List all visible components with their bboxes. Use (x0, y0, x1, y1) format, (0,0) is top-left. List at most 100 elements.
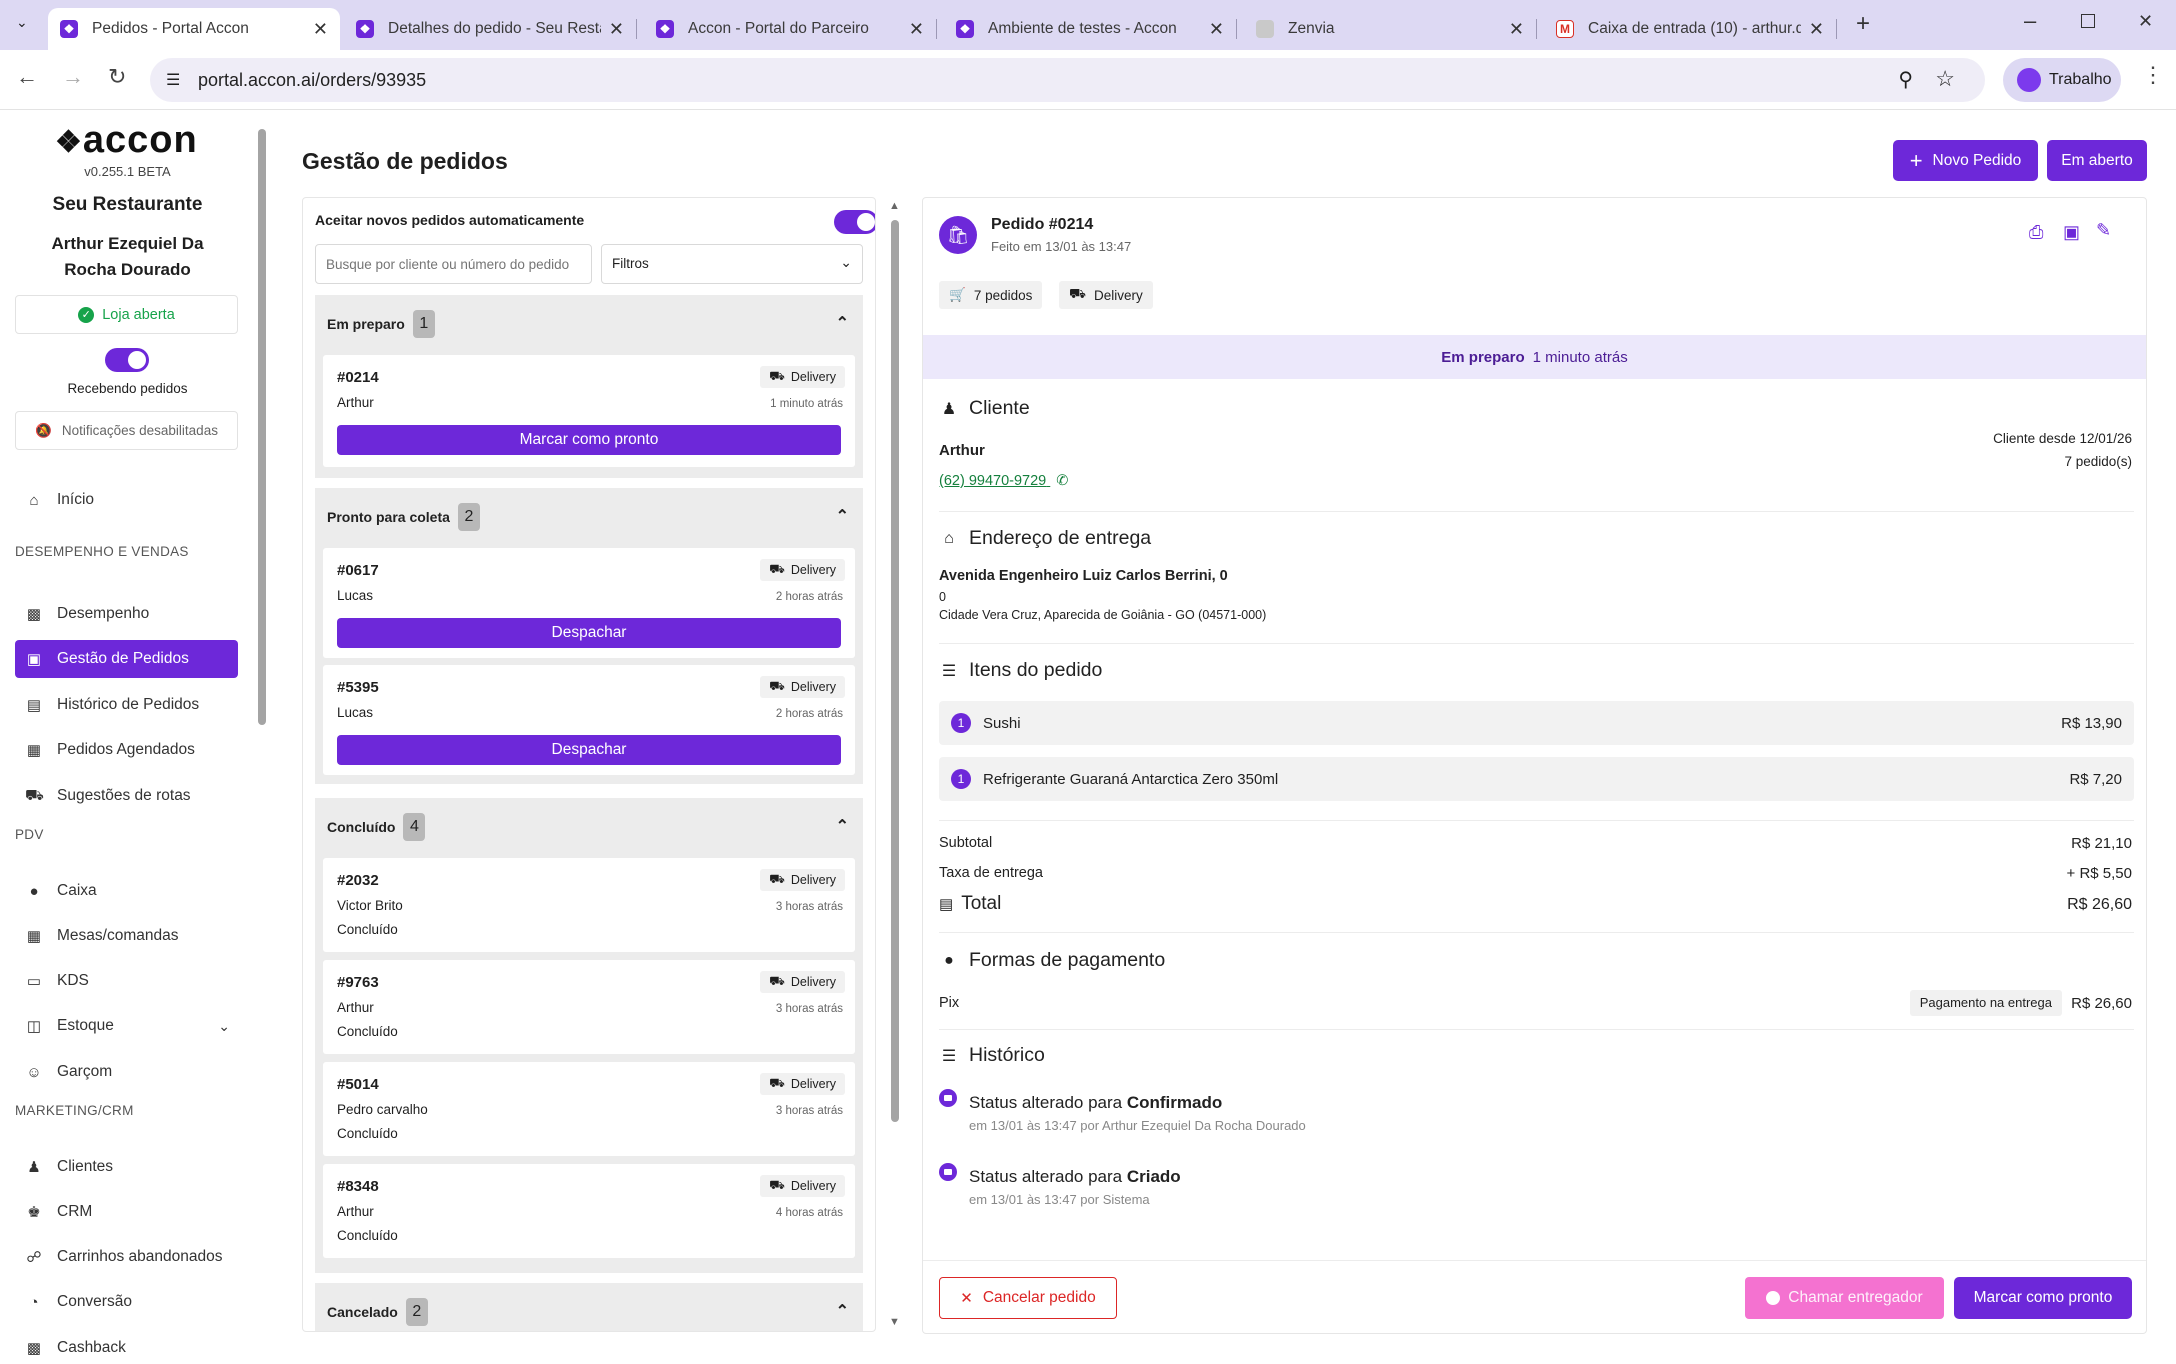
nav-estoque[interactable]: ◫ Estoque ⌄ (26, 1017, 230, 1035)
scroll-up-arrow-icon[interactable]: ▲ (889, 200, 900, 212)
order-card-2032[interactable]: #2032 Victor Brito Concluído ⛟ Delivery 3… (323, 858, 855, 952)
order-card-5014[interactable]: #5014 Pedro carvalho Concluído ⛟ Delivery… (323, 1062, 855, 1156)
close-tab-icon[interactable]: ✕ (608, 18, 624, 39)
total-row: ▤ Total (939, 893, 1001, 915)
minimize-icon[interactable]: – (2024, 8, 2037, 33)
delivery-type-chip: ⛟ Delivery (1059, 281, 1153, 309)
profile-button[interactable]: Trabalho (2003, 58, 2121, 102)
back-icon[interactable]: ← (16, 64, 38, 89)
chevron-up-icon[interactable]: ⌃ (835, 1303, 849, 1320)
close-tab-icon[interactable]: ✕ (1808, 18, 1824, 39)
group-header-preparo[interactable]: Em preparo 1 ⌃ (315, 295, 863, 353)
order-card-0214[interactable]: #0214 Arthur ⛟ Delivery 1 minuto atrás Ma… (323, 355, 855, 467)
nav-rotas[interactable]: ⛟ Sugestões de rotas (25, 786, 191, 805)
open-orders-button[interactable]: Em aberto (2047, 140, 2147, 181)
new-tab-icon[interactable]: + (1856, 10, 1871, 37)
call-driver-button[interactable]: Chamar entregador (1745, 1277, 1944, 1319)
address-line-2: 0 (939, 590, 946, 604)
group-header-concluido[interactable]: Concluído 4 ⌃ (315, 798, 863, 856)
document-icon[interactable]: ▣ (2063, 222, 2081, 242)
zoom-icon[interactable]: ⚲ (1898, 69, 1913, 91)
close-tab-icon[interactable]: ✕ (1208, 18, 1224, 39)
nav-crm[interactable]: ♚ CRM (15, 1193, 238, 1231)
tab-ambiente[interactable]: ❖ Ambiente de testes - Accon ✕ (944, 8, 1237, 50)
nav-historico[interactable]: ▤ Histórico de Pedidos (26, 696, 200, 714)
nav-carrinhos[interactable]: ☍ Carrinhos abandonados (26, 1248, 223, 1266)
cancel-order-button[interactable]: ✕ Cancelar pedido (939, 1277, 1117, 1319)
maximize-icon[interactable] (2081, 14, 2095, 28)
client-since: Cliente desde 12/01/26 (1993, 431, 2132, 446)
nav-kds[interactable]: ▭ KDS (26, 972, 89, 990)
order-card-0617[interactable]: #0617 Lucas ⛟ Delivery 2 horas atrás Desp… (323, 548, 855, 658)
document-icon: ▣ (26, 651, 42, 668)
dispatch-button[interactable]: Despachar (337, 618, 841, 648)
chevron-down-icon: ⌄ (218, 1017, 230, 1034)
client-phone-link[interactable]: (62) 99470-9729 ✆ (939, 473, 1069, 489)
nav-cashback[interactable]: ▩ Cashback (26, 1339, 126, 1357)
receiving-orders-toggle[interactable] (105, 348, 149, 372)
filters-select[interactable]: Filtros ⌄ (601, 244, 863, 284)
tab-zenvia[interactable]: Zenvia ✕ (1244, 8, 1537, 50)
chevron-up-icon[interactable]: ⌃ (835, 508, 849, 525)
mark-ready-footer-button[interactable]: Marcar como pronto (1954, 1277, 2132, 1319)
group-header-cancelado[interactable]: Cancelado 2 ⌃ (315, 1283, 863, 1331)
receiving-orders-label: Recebendo pedidos (67, 381, 188, 396)
tab-title: Zenvia (1288, 20, 1335, 37)
nav-inicio[interactable]: ⌂ Início (15, 481, 238, 519)
document-list-icon: ▤ (26, 697, 42, 714)
site-info-icon[interactable]: ☰ (166, 72, 181, 89)
close-window-icon[interactable]: ✕ (2138, 11, 2154, 31)
client-name: Arthur (939, 442, 985, 459)
check-circle-icon: ✓ (78, 306, 95, 323)
store-status-badge[interactable]: ✓ Loja aberta (15, 295, 238, 334)
order-time: 2 horas atrás (775, 591, 843, 603)
tab-parceiro[interactable]: ❖ Accon - Portal do Parceiro ✕ (644, 8, 937, 50)
whatsapp-icon[interactable]: ✆ (1056, 473, 1069, 489)
mark-ready-button[interactable]: Marcar como pronto (337, 425, 841, 455)
auto-accept-toggle[interactable] (834, 210, 875, 234)
new-order-button[interactable]: + Novo Pedido (1893, 140, 2038, 181)
nav-caixa[interactable]: ● Caixa (15, 872, 238, 910)
nav-gestao-pedidos[interactable]: ▣ Gestão de Pedidos (15, 640, 238, 678)
order-card-5395[interactable]: #5395 Lucas ⛟ Delivery 2 horas atrás Desp… (323, 665, 855, 775)
close-tab-icon[interactable]: ✕ (908, 18, 924, 39)
edit-icon[interactable]: ✎ (2096, 220, 2112, 240)
orders-scrollbar[interactable] (891, 220, 899, 1122)
reload-icon[interactable]: ↻ (108, 64, 127, 89)
scroll-down-arrow-icon[interactable]: ▼ (889, 1316, 900, 1328)
order-card-9763[interactable]: #9763 Arthur Concluído ⛟ Delivery 3 horas… (323, 960, 855, 1054)
nav-desempenho[interactable]: ▩ Desempenho (26, 605, 150, 623)
order-customer: Arthur (337, 395, 374, 410)
forward-icon[interactable]: → (62, 64, 84, 89)
chevron-up-icon[interactable]: ⌃ (835, 315, 849, 332)
order-item-row: 1 Sushi R$ 13,90 (939, 701, 2134, 745)
close-tab-icon[interactable]: ✕ (1508, 18, 1524, 39)
chevron-up-icon[interactable]: ⌃ (835, 818, 849, 835)
tab-pedidos[interactable]: ❖ Pedidos - Portal Accon ✕ (48, 8, 340, 50)
print-icon[interactable]: ⎙ (2029, 222, 2044, 242)
nav-conversao[interactable]: ◔ Conversão (15, 1283, 238, 1321)
nav-garcom[interactable]: ☺ Garçom (26, 1063, 113, 1081)
group-header-pronto[interactable]: Pronto para coleta 2 ⌃ (315, 488, 863, 546)
nav-clientes[interactable]: ♟ Clientes (15, 1148, 238, 1186)
tab-detalhes[interactable]: ❖ Detalhes do pedido - Seu Resta ✕ (344, 8, 637, 50)
notifications-button[interactable]: 🔕 Notificações desabilitadas (15, 411, 238, 450)
close-tab-icon[interactable]: ✕ (312, 18, 328, 39)
address-bar[interactable]: ☰ portal.accon.ai/orders/93935 ⚲ ☆ (150, 58, 1985, 102)
group-count: 2 (457, 503, 480, 531)
order-card-8348[interactable]: #8348 Arthur Concluído ⛟ Delivery 4 horas… (323, 1164, 855, 1258)
truck-icon: ⛟ (769, 974, 785, 988)
nav-mesas[interactable]: ▦ Mesas/comandas (26, 927, 179, 945)
sidebar-scrollbar[interactable] (258, 129, 266, 725)
nav-agendados[interactable]: ▦ Pedidos Agendados (26, 741, 195, 759)
box-icon: ◫ (26, 1018, 42, 1035)
bookmark-star-icon[interactable]: ☆ (1935, 66, 1955, 91)
dispatch-button[interactable]: Despachar (337, 735, 841, 765)
divider (939, 511, 2134, 512)
tab-gmail[interactable]: M Caixa de entrada (10) - arthur.d ✕ (1544, 8, 1837, 50)
search-input[interactable] (315, 244, 592, 284)
tab-search-icon[interactable]: ⌄ (16, 14, 28, 30)
payment-value: R$ 26,60 (2071, 995, 2132, 1012)
order-status: Concluído (337, 1024, 398, 1039)
browser-menu-icon[interactable]: ⋮ (2142, 62, 2164, 87)
